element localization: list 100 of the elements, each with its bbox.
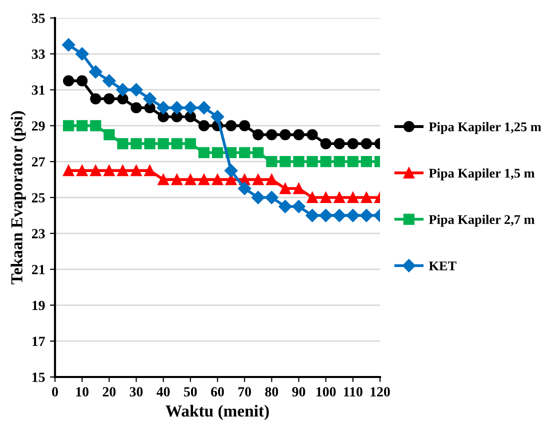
point: [171, 111, 182, 122]
point: [346, 208, 360, 222]
point: [347, 192, 358, 204]
point: [266, 129, 278, 140]
point: [158, 138, 169, 150]
point: [156, 101, 170, 114]
legend-label: Pipa Kapiler 1,5 m: [428, 168, 535, 180]
point: [104, 129, 115, 140]
point: [130, 165, 142, 176]
point: [75, 47, 89, 60]
point: [265, 190, 278, 204]
point: [62, 75, 74, 86]
point: [144, 138, 156, 150]
x-tick-label: 110: [344, 387, 362, 396]
point: [130, 83, 143, 96]
point: [293, 182, 304, 194]
point: [198, 120, 210, 132]
y-tick-label: 19: [32, 300, 45, 310]
point: [252, 190, 265, 204]
point: [320, 156, 332, 168]
point: [332, 208, 346, 222]
point: [104, 93, 115, 104]
point: [76, 75, 88, 86]
point: [334, 156, 345, 168]
point: [360, 156, 372, 168]
point: [116, 83, 130, 96]
point: [184, 174, 196, 186]
x-tick-label: 50: [184, 387, 197, 396]
x-tick-label: 90: [292, 387, 306, 396]
point: [198, 174, 210, 186]
point: [347, 138, 358, 150]
point: [306, 156, 318, 168]
point: [252, 129, 264, 140]
point: [320, 192, 332, 204]
point: [171, 174, 182, 186]
point: [143, 92, 156, 106]
point: [197, 101, 211, 114]
point: [306, 192, 318, 204]
point: [252, 147, 264, 158]
point: [90, 120, 102, 132]
x-tick-label: 120: [370, 387, 390, 396]
y-tick-label: 31: [32, 85, 45, 95]
point: [198, 147, 210, 158]
point: [306, 129, 318, 140]
point: [158, 174, 169, 186]
x-tick-label: 100: [316, 387, 336, 396]
x-tick-label: 30: [130, 387, 143, 396]
point: [293, 129, 304, 140]
point: [76, 120, 88, 132]
x-tick-label: 60: [211, 387, 224, 396]
point: [76, 165, 88, 176]
point: [170, 101, 184, 114]
point: [224, 164, 238, 178]
y-tick-label: 35: [32, 14, 45, 23]
point: [238, 182, 252, 196]
point: [184, 101, 198, 114]
y-axis-title: Tekaan Evaporator (psi): [10, 111, 26, 284]
point: [102, 74, 116, 88]
point: [266, 174, 278, 186]
point: [130, 138, 142, 150]
point: [158, 111, 169, 122]
point: [306, 208, 319, 222]
point: [144, 165, 156, 176]
legend-label: Pipa Kapiler 1,25 m: [428, 122, 542, 134]
point: [239, 120, 250, 132]
point: [280, 156, 291, 168]
point: [117, 138, 128, 150]
point: [278, 200, 292, 214]
point: [252, 174, 264, 186]
point: [90, 93, 102, 104]
x-tick-label: 0: [52, 387, 58, 396]
point: [360, 138, 372, 150]
x-tick-label: 20: [102, 387, 116, 396]
y-tick-label: 29: [32, 121, 45, 131]
point: [171, 138, 182, 150]
y-tick-label: 25: [32, 193, 45, 202]
point: [280, 129, 291, 140]
point: [360, 192, 372, 204]
y-tick-label: 23: [32, 229, 45, 238]
point: [292, 200, 306, 214]
point: [334, 192, 345, 204]
point: [62, 120, 74, 132]
x-tick-label: 80: [265, 387, 278, 396]
point: [89, 65, 102, 78]
y-tick-label: 33: [32, 50, 45, 59]
point: [62, 38, 76, 52]
point: [212, 174, 224, 186]
point: [210, 110, 224, 124]
point: [347, 156, 358, 168]
point: [184, 138, 196, 150]
y-tick-label: 21: [32, 264, 45, 274]
point: [212, 147, 224, 158]
point: [144, 102, 156, 114]
x-axis-title: Waktu (menit): [166, 404, 269, 420]
y-tick-label: 27: [32, 157, 45, 166]
point: [62, 165, 74, 176]
legend-label: Pipa Kapiler 2,7 m: [428, 214, 535, 227]
point: [117, 93, 128, 104]
point: [266, 156, 278, 168]
point: [239, 147, 250, 158]
